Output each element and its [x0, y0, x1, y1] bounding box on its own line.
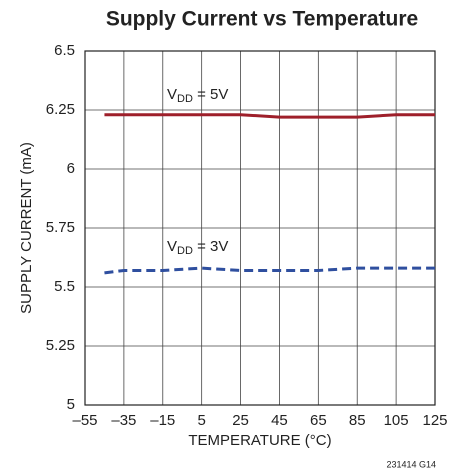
x-tick-label: 25	[232, 412, 249, 429]
annotation-part: DD	[177, 245, 193, 257]
x-tick-label: 125	[422, 412, 447, 429]
x-tick-label: 5	[197, 412, 205, 429]
x-tick-label: 65	[310, 412, 327, 429]
y-tick-label: 5.75	[46, 219, 75, 236]
x-tick-label: 85	[349, 412, 366, 429]
annotation-part: V	[167, 86, 177, 103]
y-axis-label: SUPPLY CURRENT (mA)	[18, 142, 35, 314]
annotation-part: = 3V	[193, 238, 228, 255]
y-tick-label: 6.5	[54, 42, 75, 59]
x-axis-label: TEMPERATURE (°C)	[188, 432, 331, 449]
x-tick-label: –35	[111, 412, 136, 429]
x-tick-label: 105	[384, 412, 409, 429]
y-tick-label: 6.25	[46, 101, 75, 118]
plot-frame	[84, 50, 436, 406]
annotation-part: = 5V	[193, 86, 228, 103]
footnote: 231414 G14	[386, 459, 436, 469]
x-tick-label: –15	[150, 412, 175, 429]
y-tick-label: 6	[67, 160, 75, 177]
x-tick-label: 45	[271, 412, 288, 429]
y-tick-label: 5.25	[46, 337, 75, 354]
series-line	[104, 266, 435, 275]
series-line	[104, 113, 435, 119]
annotation-part: V	[167, 238, 177, 255]
annotation: VDD = 5V	[167, 86, 228, 105]
y-tick-label: 5	[67, 396, 75, 413]
y-tick-label: 5.5	[54, 278, 75, 295]
x-tick-label: –55	[72, 412, 97, 429]
chart-title: Supply Current vs Temperature	[106, 8, 418, 31]
annotation: VDD = 3V	[167, 238, 228, 257]
annotation-part: DD	[177, 93, 193, 105]
